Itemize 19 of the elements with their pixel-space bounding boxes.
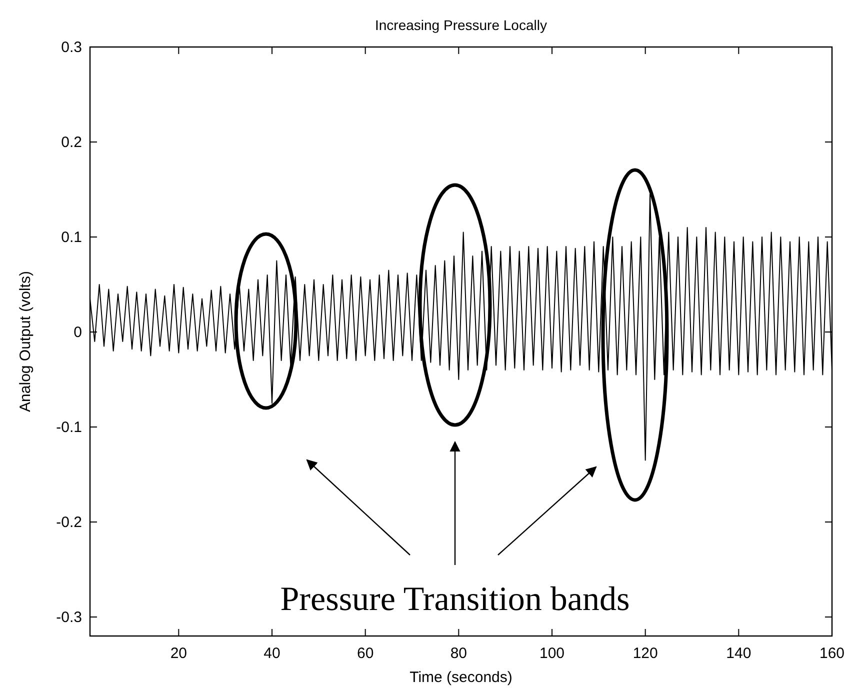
y-tick-label: 0.2 <box>61 134 82 151</box>
x-axis-title: Time (seconds) <box>410 669 512 686</box>
x-tick-label: 100 <box>539 645 565 662</box>
chart-title: Increasing Pressure Locally <box>375 17 547 33</box>
annotation: Pressure Transition bands <box>280 581 630 618</box>
x-tick-label: 160 <box>819 645 845 662</box>
y-axis-title: Analog Output (volts) <box>17 271 34 412</box>
y-tick-label: -0.2 <box>56 514 82 531</box>
x-tick-label: 40 <box>264 645 280 662</box>
y-tick-label: -0.1 <box>56 419 82 436</box>
x-tick-label: 60 <box>356 645 374 662</box>
x-tick-label: 120 <box>632 645 658 662</box>
x-tick-label: 20 <box>170 645 188 662</box>
x-tick-label: 140 <box>726 645 752 662</box>
y-tick-label: 0 <box>74 324 82 341</box>
y-tick-label: -0.3 <box>56 609 82 626</box>
y-tick-label: 0.1 <box>61 229 82 246</box>
y-tick-label: 0.3 <box>61 39 82 56</box>
x-tick-label: 80 <box>450 645 468 662</box>
